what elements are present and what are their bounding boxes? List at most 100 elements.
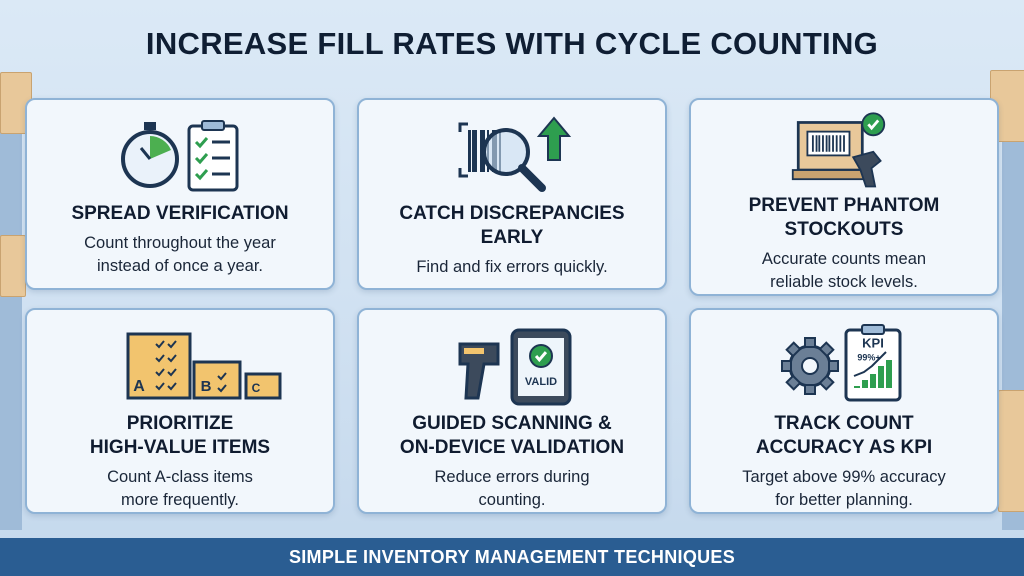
icon-shape <box>854 386 860 388</box>
icon-shape <box>870 374 876 388</box>
card-title: STOCKOUTS <box>784 219 904 240</box>
icon-shape <box>867 119 880 131</box>
icon-shape <box>458 342 500 400</box>
card-title-block: PREVENT PHANTOM STOCKOUTS <box>749 194 940 242</box>
icon-shape <box>536 116 572 161</box>
icon-shape <box>144 122 156 130</box>
icon-shape <box>468 130 471 172</box>
icon-label: A <box>133 378 145 395</box>
icon-shape <box>861 324 885 335</box>
card-title: ON-DEVICE VALIDATION <box>399 437 625 458</box>
icon-shape <box>155 368 177 377</box>
card-title: SPREAD VERIFICATION <box>71 203 289 224</box>
card-description: Count A-class items <box>107 468 253 486</box>
icon-shape <box>475 130 477 172</box>
icon-shape <box>194 169 209 181</box>
card: KPI 99%+ TRACK COUNT ACCURACY AS KPI Target… <box>689 308 999 514</box>
card-title: PRIORITIZE <box>126 413 234 434</box>
card-title-block: CATCH DISCREPANCIES EARLY <box>399 202 624 250</box>
card-title-block: GUIDED SCANNING & ON-DEVICE VALIDATION <box>400 412 624 460</box>
icon-shape <box>828 360 839 372</box>
card-description: Target above 99% accuracy <box>742 468 946 486</box>
card-description-block: Count A-class items more frequently. <box>107 466 253 512</box>
icon-shape <box>126 332 192 400</box>
icon-shape <box>822 135 824 152</box>
icon-shape <box>480 130 483 172</box>
icon-shape <box>843 135 845 152</box>
icon-shape <box>534 351 548 363</box>
card-icon <box>791 112 886 188</box>
footer-banner: SIMPLE INVENTORY MANAGEMENT TECHNIQUES <box>0 538 1024 576</box>
icon-shape <box>464 348 484 354</box>
icon-shape <box>194 153 209 165</box>
shelf-rack <box>0 130 22 530</box>
card-title: TRACK COUNT <box>774 413 914 434</box>
icon-shape <box>801 357 819 375</box>
card-description-block: Reduce errors during counting. <box>435 466 590 512</box>
icon-label: 99%+ <box>857 352 880 362</box>
icon-shape <box>518 164 546 192</box>
card: SPREAD VERIFICATION Count throughout the … <box>25 98 335 290</box>
card-icon <box>458 116 572 192</box>
card-title: EARLY <box>480 227 544 248</box>
card-icon: A B C <box>126 332 282 400</box>
icon-shape <box>851 150 882 188</box>
icon-shape <box>835 135 838 152</box>
card-description: Find and fix errors quickly. <box>416 258 608 276</box>
box <box>0 235 26 297</box>
card: CATCH DISCREPANCIES EARLY Find and fix err… <box>357 98 667 290</box>
card-description-block: Find and fix errors quickly. <box>416 256 607 279</box>
card-description: for better planning. <box>775 491 913 509</box>
icon-label: C <box>252 381 261 395</box>
icon-shape <box>482 128 530 176</box>
card-title: HIGH-VALUE ITEMS <box>89 437 271 458</box>
card-description-block: Count throughout the year instead of once… <box>84 232 276 278</box>
card-description: Reduce errors during <box>434 468 590 486</box>
icon-shape <box>828 135 831 152</box>
card: PREVENT PHANTOM STOCKOUTS Accurate counts … <box>689 98 999 296</box>
icon-shape <box>244 372 282 400</box>
card-icon: KPI 99%+ <box>781 324 902 402</box>
icon-shape <box>853 351 887 377</box>
icon-shape <box>155 340 177 349</box>
card-description-block: Accurate counts mean reliable stock level… <box>762 248 926 294</box>
card-icon <box>121 120 239 192</box>
icon-shape <box>878 366 884 388</box>
icon-shape <box>217 372 227 393</box>
card: A B C PRIORITIZE HIGH-VALUE ITEMS Count A-c… <box>25 308 335 514</box>
icon-shape <box>818 374 835 391</box>
icon-shape <box>886 360 892 388</box>
icon-shape <box>155 382 177 391</box>
icon-label: KPI <box>862 335 884 350</box>
icon-shape <box>155 354 177 363</box>
box <box>998 390 1024 512</box>
card-description: instead of once a year. <box>96 257 264 275</box>
icon-shape <box>825 135 828 152</box>
icon-shape <box>201 120 225 131</box>
icon-label: B <box>201 378 212 395</box>
icon-shape <box>811 135 814 152</box>
card-description: counting. <box>478 491 546 509</box>
card-description-block: Target above 99% accuracy for better plan… <box>742 466 946 512</box>
icon-shape <box>832 135 834 152</box>
icon-shape <box>192 360 242 400</box>
icon-shape <box>785 374 802 391</box>
card-description: reliable stock levels. <box>770 273 918 291</box>
icon-shape <box>458 122 468 178</box>
icon-shape <box>472 130 475 172</box>
card-description: Accurate counts mean <box>761 250 927 268</box>
icon-shape <box>194 137 209 149</box>
icon-shape <box>781 360 792 372</box>
card-title: PREVENT PHANTOM <box>748 195 940 216</box>
icon-shape <box>804 384 816 395</box>
icon-shape <box>815 135 818 152</box>
card-title-block: SPREAD VERIFICATION <box>71 202 288 226</box>
icon-shape <box>785 341 802 358</box>
card: VALID GUIDED SCANNING & ON-DEVICE VALIDATI… <box>357 308 667 514</box>
icon-shape <box>804 337 816 348</box>
icon-shape <box>818 135 821 152</box>
icon-shape <box>791 169 869 181</box>
card-title: ACCURACY AS KPI <box>755 437 933 458</box>
